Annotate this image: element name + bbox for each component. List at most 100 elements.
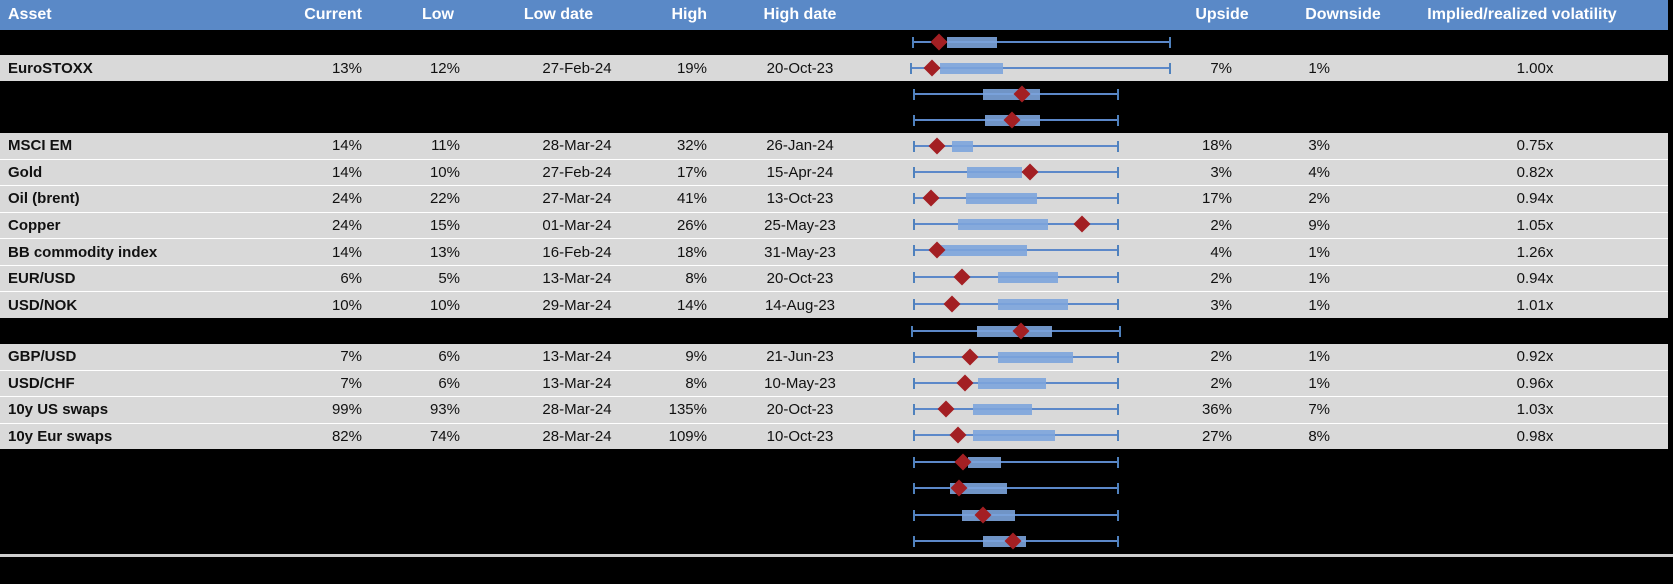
- cell-asset[interactable]: Copper: [8, 217, 61, 235]
- cell-current[interactable]: 6%: [340, 270, 362, 288]
- cell-downside[interactable]: 4%: [1308, 163, 1330, 181]
- cell-iv[interactable]: 0.94x: [1516, 190, 1554, 208]
- cell-low[interactable]: 74%: [429, 427, 460, 445]
- cell-low_date[interactable]: 28-Mar-24: [542, 137, 612, 155]
- cell-iv[interactable]: 0.82x: [1516, 163, 1554, 181]
- cell-downside[interactable]: 1%: [1308, 270, 1330, 288]
- cell-downside[interactable]: 1%: [1308, 296, 1330, 314]
- column-header-asset[interactable]: Asset: [8, 6, 52, 23]
- cell-low_date[interactable]: 16-Feb-24: [542, 243, 612, 261]
- cell-current[interactable]: 82%: [331, 427, 362, 445]
- cell-downside[interactable]: 1%: [1308, 348, 1330, 366]
- cell-upside[interactable]: 2%: [1210, 217, 1232, 235]
- cell-asset[interactable]: 10y Eur swaps: [8, 427, 113, 445]
- cell-upside[interactable]: 36%: [1201, 401, 1232, 419]
- cell-iv[interactable]: 0.96x: [1516, 374, 1554, 392]
- column-header-iv[interactable]: Implied/realized volatility: [1427, 6, 1617, 23]
- cell-high_date[interactable]: 13-Oct-23: [766, 190, 834, 208]
- cell-low_date[interactable]: 27-Mar-24: [542, 190, 612, 208]
- cell-high[interactable]: 8%: [685, 374, 707, 392]
- cell-low_date[interactable]: 27-Feb-24: [542, 163, 612, 181]
- cell-current[interactable]: 24%: [331, 217, 362, 235]
- cell-high[interactable]: 14%: [676, 296, 707, 314]
- column-header-high_date[interactable]: High date: [763, 6, 837, 23]
- cell-asset[interactable]: EuroSTOXX: [8, 59, 93, 77]
- cell-asset[interactable]: EUR/USD: [8, 270, 76, 288]
- cell-upside[interactable]: 2%: [1210, 270, 1232, 288]
- cell-low_date[interactable]: 28-Mar-24: [542, 401, 612, 419]
- cell-downside[interactable]: 8%: [1308, 427, 1330, 445]
- cell-upside[interactable]: 3%: [1210, 163, 1232, 181]
- cell-asset[interactable]: MSCI EM: [8, 137, 73, 155]
- cell-low[interactable]: 11%: [431, 137, 460, 155]
- cell-downside[interactable]: 3%: [1308, 137, 1330, 155]
- cell-current[interactable]: 13%: [331, 59, 362, 77]
- cell-iv[interactable]: 0.94x: [1516, 270, 1554, 288]
- cell-high_date[interactable]: 14-Aug-23: [764, 296, 836, 314]
- cell-current[interactable]: 14%: [331, 243, 362, 261]
- cell-high[interactable]: 26%: [676, 217, 707, 235]
- cell-high_date[interactable]: 25-May-23: [764, 217, 836, 235]
- cell-asset[interactable]: USD/NOK: [8, 296, 78, 314]
- cell-iv[interactable]: 1.26x: [1516, 243, 1554, 261]
- cell-high_date[interactable]: 26-Jan-24: [766, 137, 834, 155]
- cell-high[interactable]: 41%: [676, 190, 707, 208]
- column-header-current[interactable]: Current: [304, 6, 362, 23]
- cell-upside[interactable]: 18%: [1201, 137, 1232, 155]
- cell-current[interactable]: 24%: [331, 190, 362, 208]
- cell-high[interactable]: 32%: [676, 137, 707, 155]
- cell-low[interactable]: 5%: [438, 270, 460, 288]
- cell-high[interactable]: 109%: [668, 427, 707, 445]
- cell-upside[interactable]: 4%: [1210, 243, 1232, 261]
- cell-asset[interactable]: Gold: [8, 163, 43, 181]
- cell-low_date[interactable]: 29-Mar-24: [542, 296, 612, 314]
- cell-high_date[interactable]: 21-Jun-23: [766, 348, 834, 366]
- cell-low[interactable]: 10%: [429, 163, 460, 181]
- cell-downside[interactable]: 1%: [1308, 374, 1330, 392]
- cell-high_date[interactable]: 31-May-23: [764, 243, 836, 261]
- cell-high_date[interactable]: 20-Oct-23: [766, 59, 834, 77]
- cell-high_date[interactable]: 20-Oct-23: [766, 401, 834, 419]
- cell-low_date[interactable]: 01-Mar-24: [542, 217, 612, 235]
- cell-high[interactable]: 18%: [676, 243, 707, 261]
- cell-high[interactable]: 19%: [676, 59, 707, 77]
- cell-high_date[interactable]: 10-Oct-23: [766, 427, 834, 445]
- cell-current[interactable]: 99%: [331, 401, 362, 419]
- cell-high_date[interactable]: 10-May-23: [764, 374, 836, 392]
- cell-upside[interactable]: 27%: [1201, 427, 1232, 445]
- cell-low_date[interactable]: 13-Mar-24: [542, 270, 612, 288]
- cell-low_date[interactable]: 27-Feb-24: [542, 59, 612, 77]
- cell-upside[interactable]: 2%: [1210, 348, 1232, 366]
- cell-current[interactable]: 10%: [331, 296, 362, 314]
- column-header-downside[interactable]: Downside: [1305, 6, 1381, 23]
- cell-high[interactable]: 9%: [685, 348, 707, 366]
- cell-low[interactable]: 6%: [438, 374, 460, 392]
- cell-low_date[interactable]: 28-Mar-24: [542, 427, 612, 445]
- cell-iv[interactable]: 1.03x: [1516, 401, 1554, 419]
- cell-current[interactable]: 7%: [340, 348, 362, 366]
- cell-iv[interactable]: 0.98x: [1516, 427, 1554, 445]
- cell-iv[interactable]: 0.92x: [1516, 348, 1554, 366]
- cell-low[interactable]: 22%: [429, 190, 460, 208]
- cell-low[interactable]: 15%: [429, 217, 460, 235]
- cell-high[interactable]: 135%: [668, 401, 707, 419]
- cell-downside[interactable]: 1%: [1308, 243, 1330, 261]
- cell-asset[interactable]: BB commodity index: [8, 243, 158, 261]
- cell-downside[interactable]: 7%: [1308, 401, 1330, 419]
- cell-current[interactable]: 7%: [340, 374, 362, 392]
- cell-asset[interactable]: USD/CHF: [8, 374, 75, 392]
- cell-downside[interactable]: 1%: [1308, 59, 1330, 77]
- cell-low_date[interactable]: 13-Mar-24: [542, 374, 612, 392]
- cell-low[interactable]: 10%: [429, 296, 460, 314]
- cell-upside[interactable]: 17%: [1201, 190, 1232, 208]
- cell-low_date[interactable]: 13-Mar-24: [542, 348, 612, 366]
- cell-low[interactable]: 6%: [438, 348, 460, 366]
- cell-upside[interactable]: 2%: [1210, 374, 1232, 392]
- cell-asset[interactable]: GBP/USD: [8, 348, 77, 366]
- cell-upside[interactable]: 7%: [1210, 59, 1232, 77]
- cell-low[interactable]: 93%: [429, 401, 460, 419]
- cell-downside[interactable]: 2%: [1308, 190, 1330, 208]
- column-header-low[interactable]: Low: [422, 6, 454, 23]
- cell-iv[interactable]: 0.75x: [1516, 137, 1554, 155]
- cell-high[interactable]: 8%: [685, 270, 707, 288]
